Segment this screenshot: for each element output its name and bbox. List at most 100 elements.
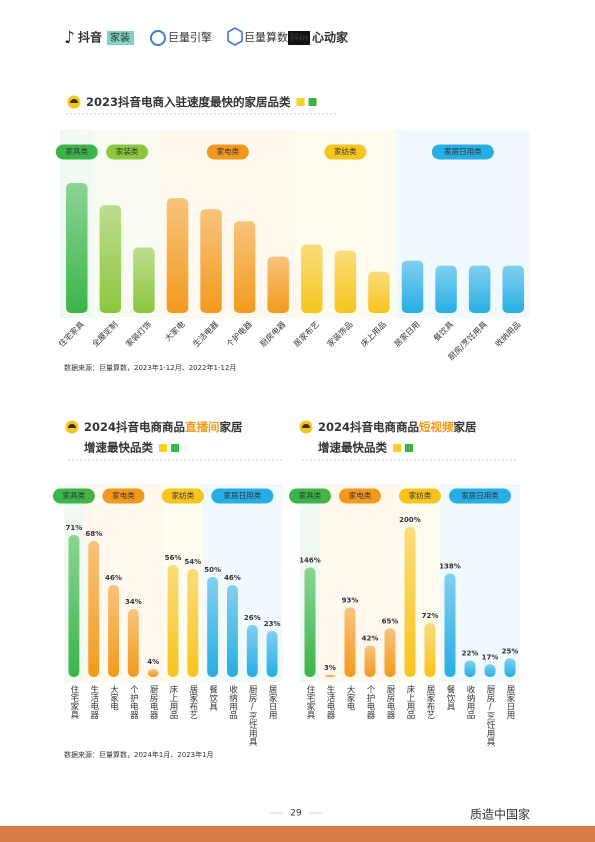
category-label: 厨房/烹饪用具 [485,685,495,747]
category-label: 床上用品 [405,684,415,720]
bar [147,669,159,677]
group-tag-label: 家纺类 [409,490,432,500]
value-label: 17% [482,653,499,661]
bar [324,674,336,677]
bar [504,658,516,677]
value-label: 4% [147,658,159,666]
group-tag-label: 家具类 [66,146,89,156]
bar [267,256,289,313]
bar [167,565,179,677]
group-tag-label: 家电类 [217,146,240,156]
category-label: 厨房/烹饪用具 [247,685,257,747]
bar [108,585,119,677]
page-number: 29 [290,809,302,819]
category-label: 个护电器 [365,685,375,720]
group-tag [161,488,204,504]
title-square [171,444,179,452]
group-tag [431,144,494,160]
bar [133,247,155,313]
value-label: 3% [324,664,336,672]
group-tag [211,488,274,504]
value-label: 56% [165,554,182,562]
category-label: 大家电 [345,684,355,710]
bar [444,573,456,677]
bar [368,271,390,313]
title-square [308,98,317,106]
title-square [296,98,305,106]
value-label: 22% [462,650,479,658]
bar [66,183,88,313]
bar [484,664,496,677]
bar [187,569,199,677]
title-icon [70,99,78,103]
category-label: 厨房电器 [148,685,158,720]
bar [384,628,396,677]
chart-subtitle: 增速最快品类 [84,441,153,455]
category-label: 餐饮具 [445,685,455,711]
group-tag [339,488,381,504]
bar [424,623,436,677]
value-label: 46% [105,574,122,582]
logo-mark [150,30,166,46]
bar [207,577,219,677]
logo-mark [227,27,243,46]
group-tag-label: 家电类 [112,490,135,500]
group-tag-label: 家具类 [63,490,86,500]
group-tag-label: 家电类 [349,490,372,500]
value-label: 25% [502,647,519,655]
group-tag [324,144,367,160]
value-label: 93% [342,596,359,604]
category-label: 个护电器 [128,685,138,720]
category-label: 居家日用 [267,685,277,720]
group-tag [449,488,511,504]
value-label: 26% [244,614,261,622]
value-label: 71% [66,524,83,532]
bar [266,631,278,677]
category-label: 居家布艺 [425,685,435,719]
header: ♪ 抖音 家装 巨量引擎 巨量算数 抖in 心动家 [64,27,349,48]
logo: 抖音 [78,30,102,45]
bar [227,585,238,677]
group-tag-label: 家装类 [116,146,139,156]
logo: 抖in [290,32,309,44]
logo-mark: ♪ [64,28,75,48]
logo: 巨量算数 [244,30,288,44]
bar [233,221,256,313]
title-highlight: 直播间 [185,420,220,434]
logo: 心动家 [312,30,349,45]
bar [468,265,491,313]
chart-subtitle: 增速最快品类 [318,441,387,455]
group-tag [206,144,249,160]
category-label: 住宅家具 [69,684,79,720]
bar [304,567,316,677]
source-note: 数据来源：巨量算数，2024年1月、2023年1月 [64,750,214,759]
group-tag-label: 家纺类 [172,490,195,500]
category-label: 大家电 [109,684,119,710]
bar [502,265,524,313]
group-tag [106,144,149,160]
value-label: 146% [299,557,321,565]
category-label: 居家日用 [505,685,515,720]
title-text: 家居 [220,420,243,434]
bar [246,625,258,677]
title-text: 家居 [454,420,477,434]
title-text: 2024抖音电商商品 [318,420,419,434]
value-label: 65% [382,617,399,625]
category-label: 住宅家具 [305,684,315,720]
category-label: 生活电器 [89,684,99,720]
chart-title: 2023抖音电商入驻速度最快的家居品类 [86,95,291,109]
logo-badge [107,31,134,45]
value-label: 54% [184,558,201,566]
bar [88,541,100,677]
title-square [159,444,167,452]
bar [404,527,416,677]
group-tag-label: 家居日用类 [461,490,499,500]
bar [435,265,457,313]
source-note: 数据来源：巨量算数，2023年1-12月、2022年1-12月 [64,363,236,372]
bar [127,609,139,677]
bar [68,535,80,677]
title-square [405,444,413,452]
category-label: 生活电器 [325,684,335,720]
value-label: 23% [264,620,281,628]
